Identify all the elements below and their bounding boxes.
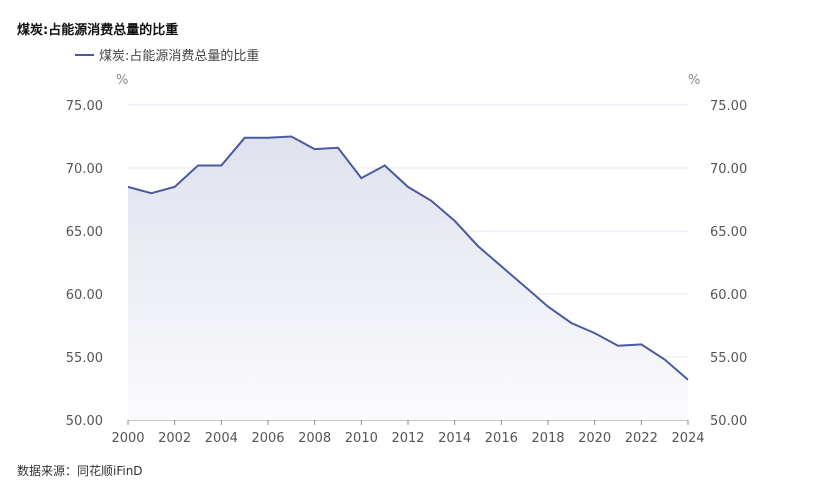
y-tick-label-right: 75.00: [710, 99, 747, 114]
x-tick-label: 2024: [671, 431, 704, 446]
x-tick-label: 2006: [251, 431, 284, 446]
x-tick-label: 2018: [531, 431, 564, 446]
y-tick-label-left: 65.00: [66, 225, 103, 240]
series-area: [128, 136, 688, 420]
y-tick-label-left: 75.00: [66, 99, 103, 114]
legend-label[interactable]: 煤炭:占能源消费总量的比重: [99, 48, 259, 64]
y-tick-label-left: 60.00: [66, 288, 103, 303]
y-tick-label-left: 70.00: [66, 162, 103, 177]
series-line: [127, 135, 689, 381]
x-tick-label: 2000: [111, 431, 144, 446]
x-tick-label: 2020: [578, 431, 611, 446]
x-tick-label: 2022: [625, 431, 658, 446]
chart-title: 煤炭:占能源消费总量的比重: [17, 23, 179, 38]
y-tick-label-right: 65.00: [710, 225, 747, 240]
x-tick-label: 2010: [345, 431, 378, 446]
x-tick-label: 2012: [391, 431, 424, 446]
x-tick-label: 2004: [205, 431, 238, 446]
y-tick-label-left: 50.00: [66, 414, 103, 429]
y-tick-label-right: 70.00: [710, 162, 747, 177]
x-tick-label: 2008: [298, 431, 331, 446]
x-tick-label: 2014: [438, 431, 471, 446]
left-axis-unit: %: [116, 73, 128, 88]
x-tick-label: 2002: [158, 431, 191, 446]
y-tick-label-right: 55.00: [710, 351, 747, 366]
right-axis-unit: %: [688, 73, 700, 88]
x-tick-label: 2016: [485, 431, 518, 446]
data-source: 数据来源：同花顺iFinD: [17, 464, 143, 478]
y-tick-label-right: 60.00: [710, 288, 747, 303]
y-tick-label-right: 50.00: [710, 414, 747, 429]
y-tick-label-left: 55.00: [66, 351, 103, 366]
